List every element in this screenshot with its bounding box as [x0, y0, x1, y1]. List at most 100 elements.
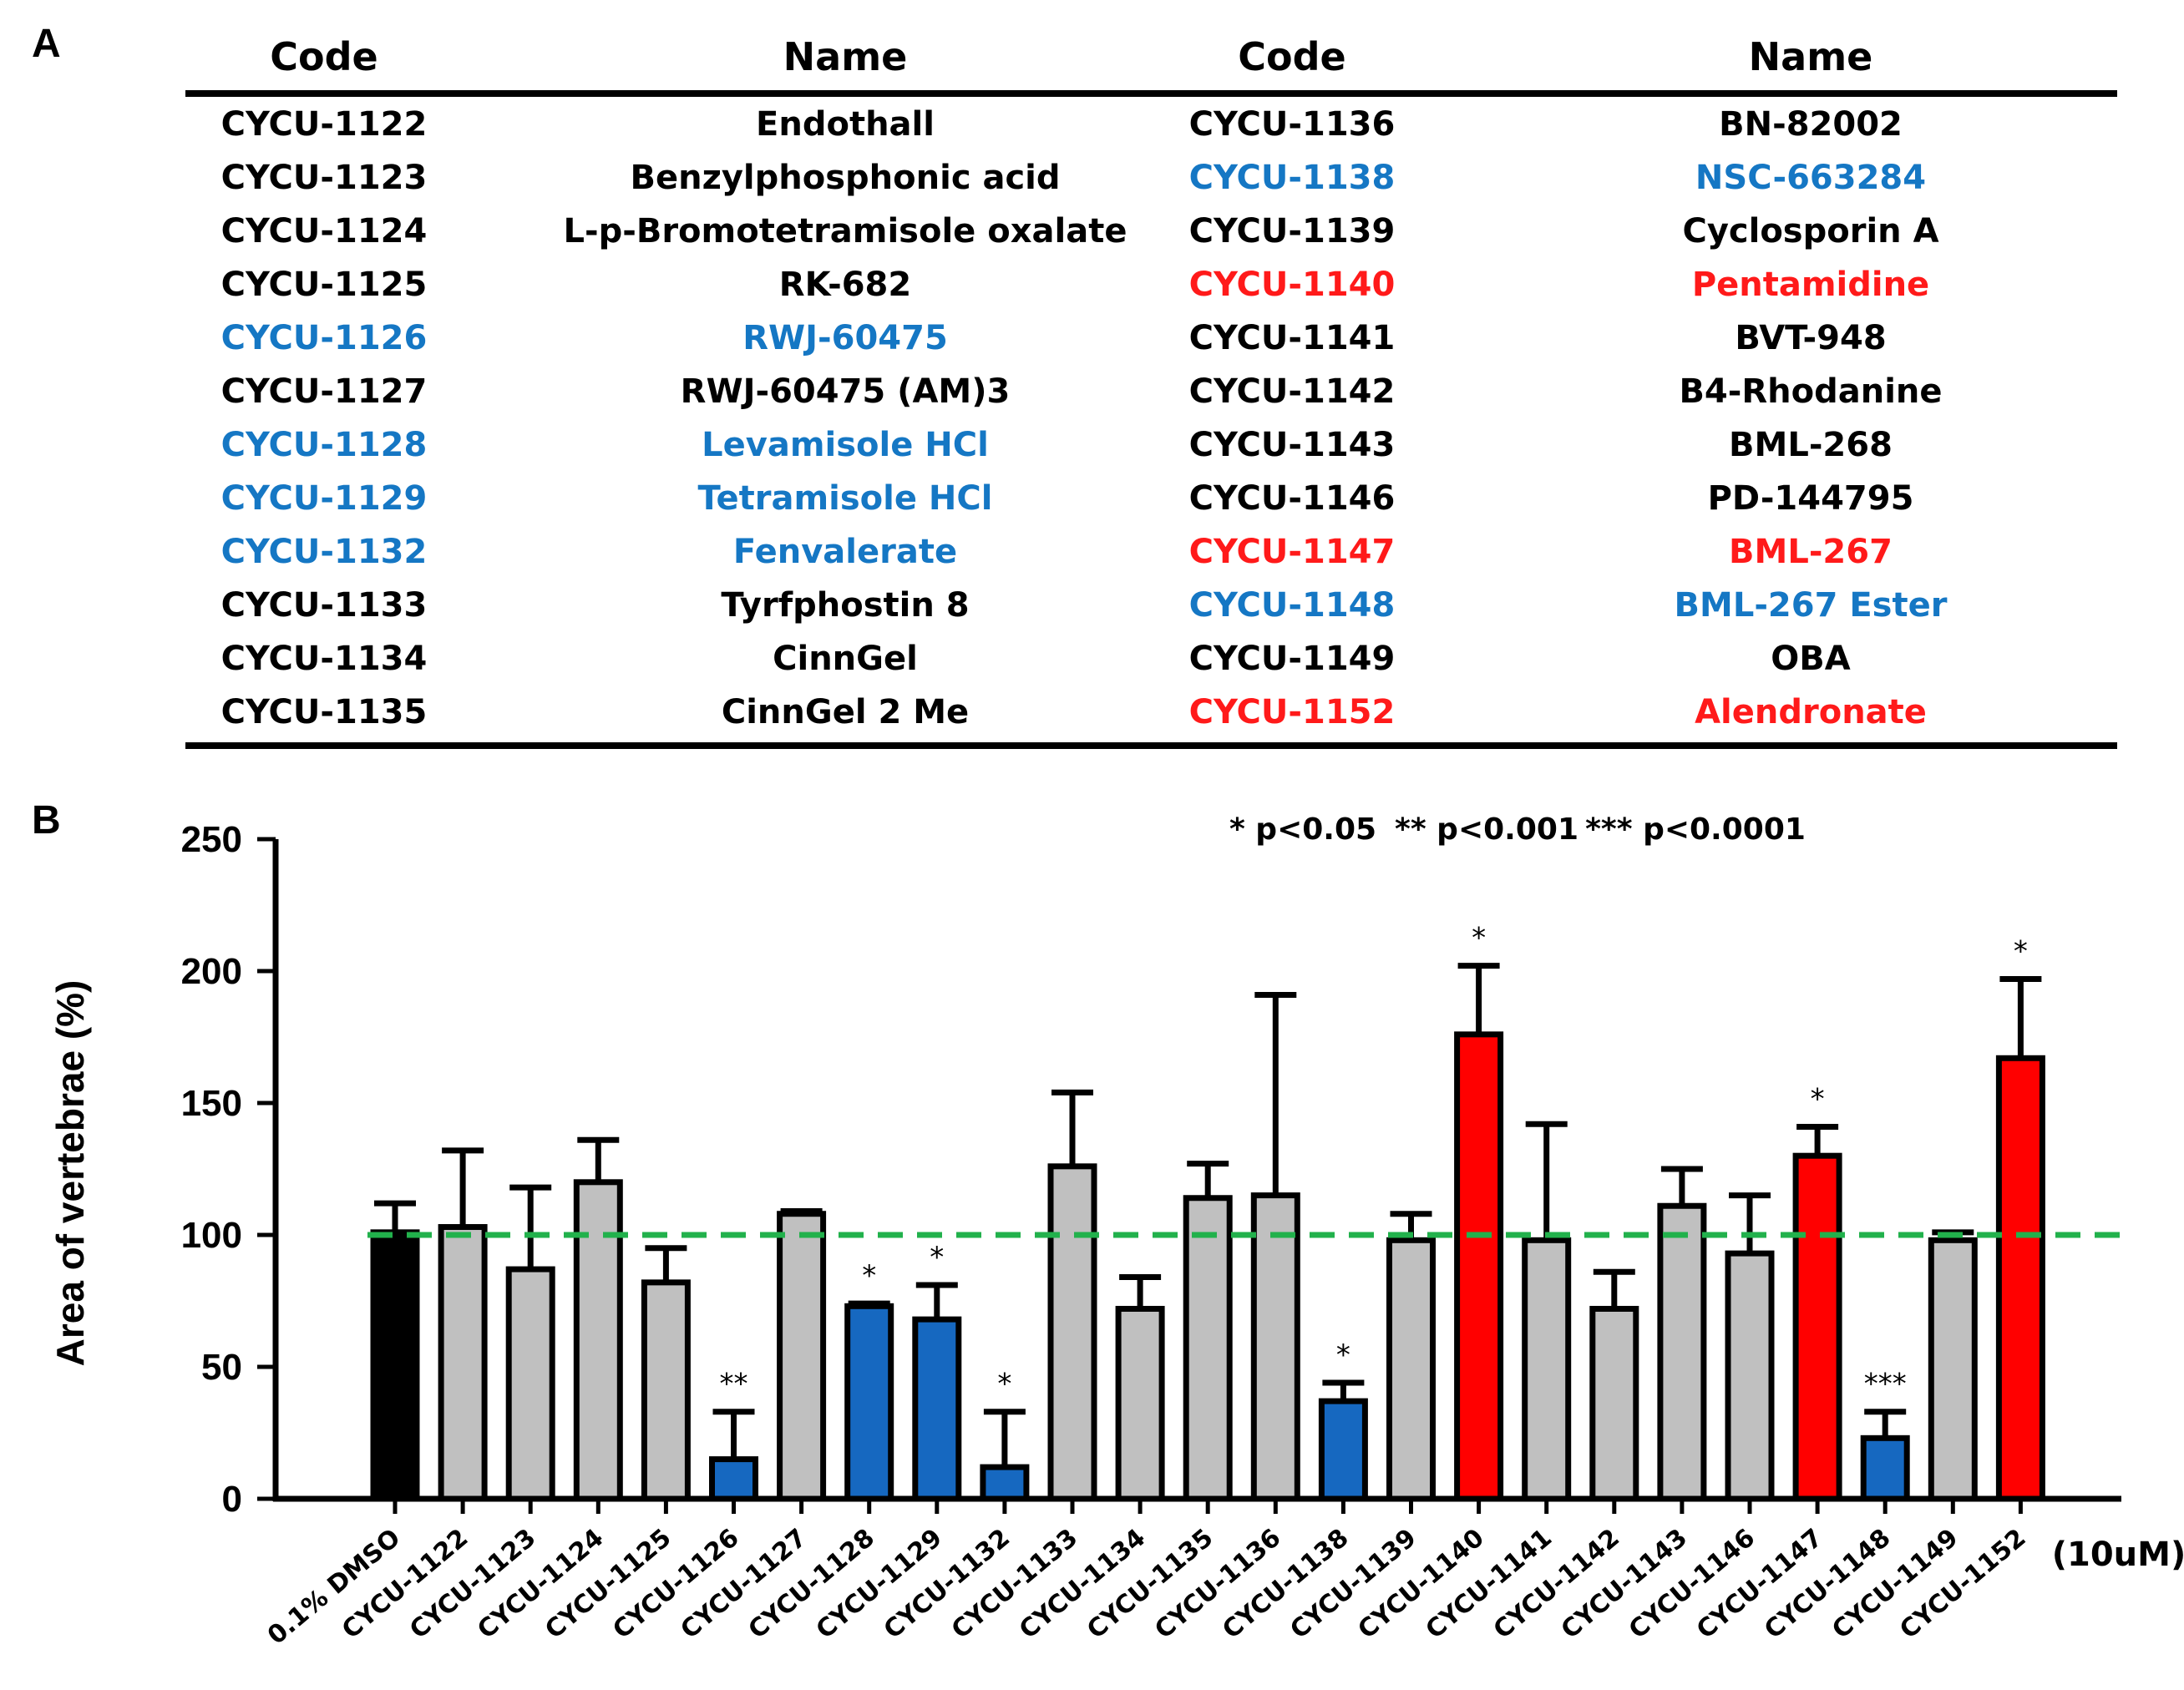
right-name-cell: Pentamidine [1692, 266, 1929, 304]
left-name-cell: CinnGel 2 Me [722, 693, 969, 731]
panel-a-label: A [32, 22, 61, 66]
bar [1386, 1237, 1436, 1502]
bar [1725, 1250, 1775, 1502]
left-code-cell: CYCU-1128 [221, 426, 428, 464]
significance-legend-item: *** p<0.0001 [1585, 812, 1806, 847]
right-name-cell: BML-267 [1729, 533, 1893, 571]
left-code-cell: CYCU-1126 [221, 319, 428, 357]
bar [1995, 1055, 2045, 1502]
left-code-cell: CYCU-1132 [221, 533, 428, 571]
bar [777, 1211, 827, 1502]
right-code-cell: CYCU-1142 [1189, 372, 1396, 411]
bar-group: ** [709, 1368, 758, 1502]
y-tick-label: 0 [222, 1479, 242, 1520]
left-name-cell: RK-682 [779, 266, 911, 304]
bar-group [438, 1147, 488, 1502]
right-name-cell: BN-82002 [1719, 105, 1903, 144]
bar [1318, 1398, 1368, 1502]
left-name-cell: RWJ-60475 (AM)3 [681, 372, 1011, 411]
right-name-cell: NSC-663284 [1695, 159, 1926, 197]
bar-group: * [1318, 1338, 1368, 1502]
significance-legend-item: ** p<0.001 [1395, 812, 1578, 847]
left-code-cell: CYCU-1133 [221, 586, 428, 625]
left-code-cell: CYCU-1135 [221, 693, 428, 731]
bar-group: * [844, 1259, 894, 1502]
bar [1522, 1237, 1572, 1502]
y-tick-label: 100 [181, 1215, 242, 1256]
compound-table: Code Name Code Name CYCU-1122 Endothall CY… [185, 34, 2117, 749]
table-row: CYCU-1129 Tetramisole HCl CYCU-1146 PD-1447… [221, 479, 1914, 518]
table-row: CYCU-1124 L-p-Bromotetramisole oxalate CYC… [221, 212, 1939, 250]
panel-b-label: B [32, 798, 61, 842]
significance-marker: ** [720, 1368, 748, 1401]
table-row: CYCU-1134 CinnGel CYCU-1149 OBA [221, 640, 1851, 678]
right-name-cell: BVT-948 [1735, 319, 1886, 357]
significance-marker: * [862, 1259, 876, 1293]
left-name-cell: Fenvalerate [733, 533, 957, 571]
significance-marker: * [1811, 1082, 1825, 1116]
right-code-cell: CYCU-1136 [1189, 105, 1396, 144]
left-code-cell: CYCU-1123 [221, 159, 428, 197]
bar-group [505, 1184, 555, 1502]
right-name-cell: B4-Rhodanine [1679, 372, 1942, 411]
bar [912, 1316, 962, 1502]
left-name-cell: RWJ-60475 [742, 319, 948, 357]
bar [1454, 1031, 1504, 1502]
bar [844, 1303, 894, 1502]
bar-group [777, 1208, 827, 1502]
bar [1115, 1305, 1165, 1502]
y-tick-label: 150 [181, 1083, 242, 1124]
right-code-cell: CYCU-1138 [1189, 159, 1396, 197]
table-body: CYCU-1122 Endothall CYCU-1136 BN-82002CYCU-… [221, 105, 1948, 731]
left-code-cell: CYCU-1127 [221, 372, 428, 411]
concentration-label: (10uM) [2052, 1536, 2184, 1574]
table-row: CYCU-1128 Levamisole HCl CYCU-1143 BML-268 [221, 426, 1893, 464]
left-code-cell: CYCU-1129 [221, 479, 428, 518]
bar-group: * [980, 1368, 1030, 1502]
significance-marker: *** [1864, 1368, 1907, 1401]
table-header-code-1: Code [270, 34, 378, 79]
bar-group: * [1792, 1082, 1842, 1502]
bar [1183, 1195, 1233, 1502]
right-code-cell: CYCU-1148 [1189, 586, 1396, 625]
bar-group [1589, 1268, 1639, 1502]
right-name-cell: OBA [1771, 640, 1850, 678]
left-name-cell: Tetramisole HCl [698, 479, 993, 518]
bar [1589, 1305, 1639, 1502]
right-code-cell: CYCU-1139 [1189, 212, 1396, 250]
significance-marker: * [997, 1368, 1011, 1401]
left-code-cell: CYCU-1125 [221, 266, 428, 304]
bar [709, 1456, 758, 1502]
y-axis-title: Area of vertebrae (%) [48, 980, 92, 1367]
left-name-cell: Tyrfphostin 8 [721, 586, 969, 625]
bar [1657, 1202, 1707, 1502]
bar-group [1522, 1121, 1572, 1502]
table-row: CYCU-1133 Tyrfphostin 8 CYCU-1148 BML-267 E… [221, 586, 1948, 625]
table-header-code-2: Code [1238, 34, 1346, 79]
right-name-cell: Cyclosporin A [1682, 212, 1938, 250]
left-name-cell: Levamisole HCl [702, 426, 989, 464]
bar-group [1657, 1166, 1707, 1502]
left-name-cell: Benzylphosphonic acid [630, 159, 1060, 197]
table-row: CYCU-1135 CinnGel 2 Me CYCU-1152 Alendronat… [221, 693, 1927, 731]
bar [1792, 1152, 1842, 1502]
left-code-cell: CYCU-1134 [221, 640, 428, 678]
significance-legend-item: * p<0.05 [1229, 812, 1376, 847]
significance-marker: * [1472, 922, 1486, 955]
right-code-cell: CYCU-1140 [1189, 266, 1396, 304]
bar-group [573, 1136, 623, 1502]
table-row: CYCU-1125 RK-682 CYCU-1140 Pentamidine [221, 266, 1930, 304]
right-code-cell: CYCU-1141 [1189, 319, 1396, 357]
bar [505, 1266, 555, 1502]
bar-group [1386, 1211, 1436, 1502]
bar-group [1047, 1089, 1097, 1502]
table-row: CYCU-1132 Fenvalerate CYCU-1147 BML-267 [221, 533, 1893, 571]
bar-group [1928, 1229, 1978, 1502]
right-code-cell: CYCU-1152 [1189, 693, 1396, 731]
significance-marker: * [1336, 1338, 1350, 1372]
significance-marker: * [930, 1241, 944, 1274]
right-name-cell: Alendronate [1695, 693, 1927, 731]
table-row: CYCU-1123 Benzylphosphonic acid CYCU-1138 N… [221, 159, 1926, 197]
bar [370, 1229, 420, 1502]
